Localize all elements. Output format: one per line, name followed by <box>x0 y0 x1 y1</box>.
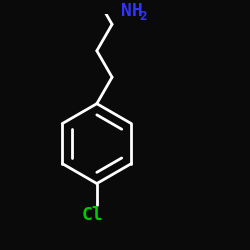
Text: NH: NH <box>122 2 143 20</box>
Text: 2: 2 <box>139 10 146 23</box>
Text: Cl: Cl <box>81 206 103 224</box>
